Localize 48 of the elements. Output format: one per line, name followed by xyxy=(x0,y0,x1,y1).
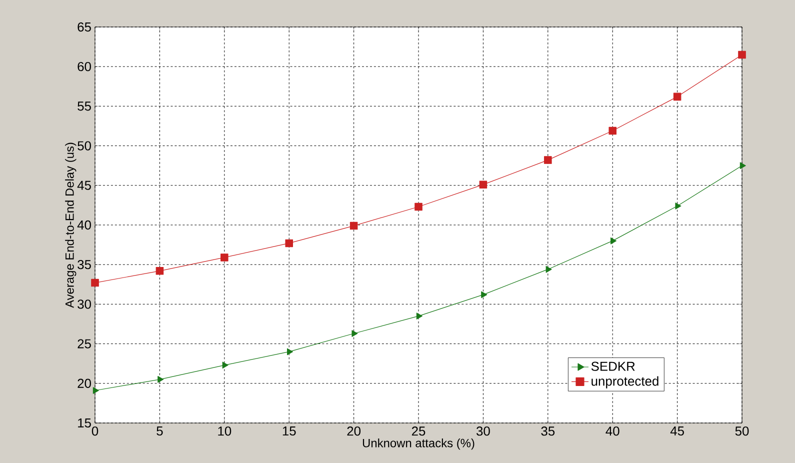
point xyxy=(352,330,358,337)
x-axis-title: Unknown attacks (%) xyxy=(362,438,474,450)
point xyxy=(222,362,228,369)
x-tick-label: 15 xyxy=(282,426,296,436)
legend-label: unprotected xyxy=(592,376,658,388)
point xyxy=(156,267,164,275)
point xyxy=(287,348,293,356)
point xyxy=(414,202,422,211)
legend-label: SEDKR xyxy=(591,362,635,371)
x-tick-label: 50 xyxy=(735,426,749,436)
point xyxy=(610,237,616,244)
x-tick-label: 35 xyxy=(541,426,555,436)
x-tick-label: 10 xyxy=(218,426,232,436)
point xyxy=(546,266,552,273)
x-tick-label: 20 xyxy=(347,426,361,436)
x-tick-label: 0 xyxy=(92,426,98,436)
y-tick-label: 50 xyxy=(78,141,91,150)
x-tick-label: 40 xyxy=(606,426,620,436)
point xyxy=(91,278,99,287)
point xyxy=(479,180,488,188)
y-tick-label: 40 xyxy=(77,220,91,230)
point xyxy=(740,162,746,169)
y-tick-label: 35 xyxy=(78,260,91,270)
y-axis-title: Average End-to-End Delay (us) xyxy=(65,142,76,308)
point xyxy=(608,126,616,135)
point xyxy=(285,239,293,248)
point xyxy=(738,50,746,59)
y-tick-label: 55 xyxy=(78,102,91,111)
x-tick-label: 5 xyxy=(156,426,163,436)
y-tick-label: 20 xyxy=(78,378,91,388)
point xyxy=(481,291,488,298)
point xyxy=(158,376,164,383)
y-tick-label: 15 xyxy=(78,418,91,428)
y-tick-label: 25 xyxy=(78,339,91,348)
y-tick-label: 65 xyxy=(78,22,91,32)
y-tick-label: 45 xyxy=(77,180,91,190)
y-tick-label: 60 xyxy=(78,62,91,72)
x-tick-label: 25 xyxy=(412,426,426,436)
point xyxy=(92,387,99,394)
y-tick-label: 30 xyxy=(78,300,91,309)
point xyxy=(675,202,682,210)
point xyxy=(220,254,228,262)
point xyxy=(416,312,422,320)
point xyxy=(350,222,358,230)
point xyxy=(673,92,682,101)
point xyxy=(544,156,552,164)
x-tick-label: 45 xyxy=(670,426,684,436)
x-tick-label: 30 xyxy=(476,426,490,436)
